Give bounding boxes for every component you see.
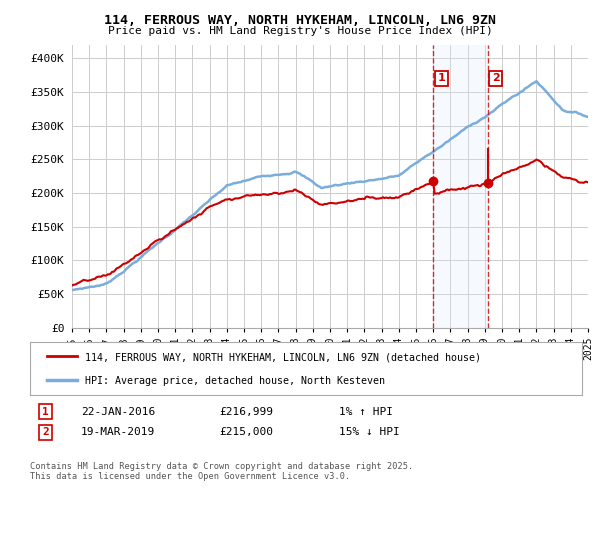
Text: 114, FERROUS WAY, NORTH HYKEHAM, LINCOLN, LN6 9ZN (detached house): 114, FERROUS WAY, NORTH HYKEHAM, LINCOLN… [85,353,481,362]
Text: Price paid vs. HM Land Registry's House Price Index (HPI): Price paid vs. HM Land Registry's House … [107,26,493,36]
Text: 19-MAR-2019: 19-MAR-2019 [81,427,155,437]
Text: £215,000: £215,000 [219,427,273,437]
Text: 2: 2 [42,427,49,437]
Text: 114, FERROUS WAY, NORTH HYKEHAM, LINCOLN, LN6 9ZN: 114, FERROUS WAY, NORTH HYKEHAM, LINCOLN… [104,14,496,27]
Text: Contains HM Land Registry data © Crown copyright and database right 2025.
This d: Contains HM Land Registry data © Crown c… [30,462,413,482]
Text: £216,999: £216,999 [219,407,273,417]
Text: 1: 1 [42,407,49,417]
Text: 2: 2 [492,73,500,83]
Text: 22-JAN-2016: 22-JAN-2016 [81,407,155,417]
Text: HPI: Average price, detached house, North Kesteven: HPI: Average price, detached house, Nort… [85,376,385,386]
Text: 1: 1 [437,73,445,83]
Text: 1% ↑ HPI: 1% ↑ HPI [339,407,393,417]
Text: 15% ↓ HPI: 15% ↓ HPI [339,427,400,437]
Bar [433,45,488,328]
